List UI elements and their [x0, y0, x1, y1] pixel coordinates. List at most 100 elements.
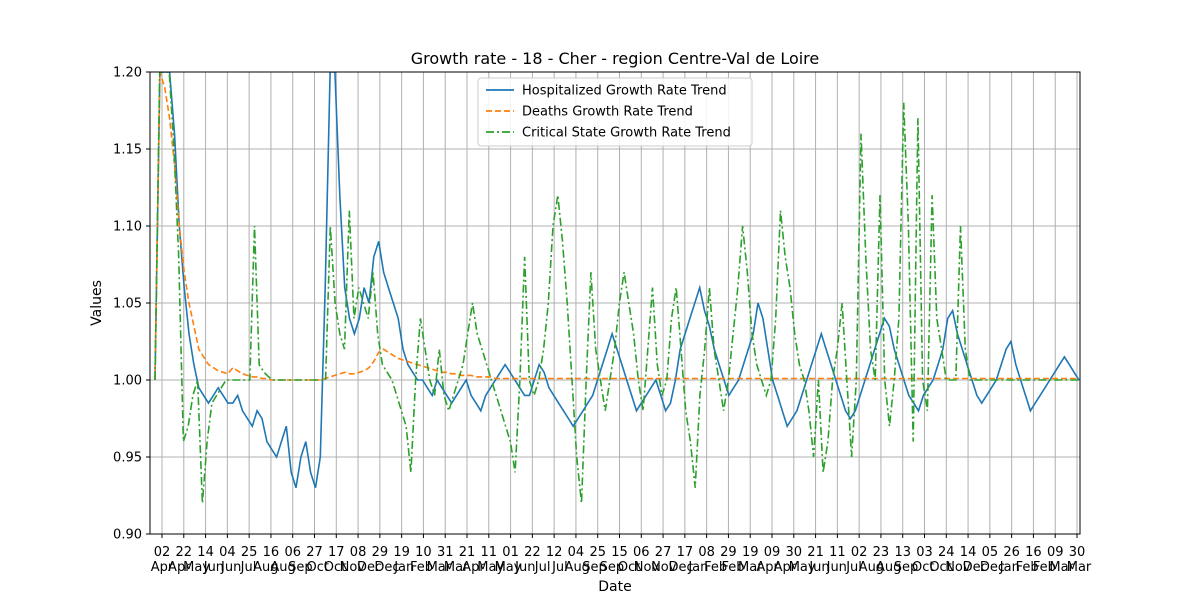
- series-layer: [154, 72, 1080, 504]
- x-tick-day-label: 10: [415, 545, 432, 560]
- x-tick-day-label: 02: [851, 545, 868, 560]
- x-tick-month-label: Jul: [551, 560, 568, 575]
- series-line-1: [154, 72, 1080, 489]
- x-tick-month-label: Jun: [826, 560, 847, 575]
- x-tick-day-label: 08: [350, 545, 367, 560]
- x-tick-day-label: 01: [502, 545, 519, 560]
- x-tick-day-label: 21: [807, 545, 824, 560]
- y-tick-label: 1.05: [113, 297, 142, 312]
- x-tick-day-label: 21: [459, 545, 476, 560]
- x-tick-day-label: 11: [829, 545, 846, 560]
- x-tick-day-label: 04: [219, 545, 236, 560]
- y-axis-label: Values: [89, 280, 105, 326]
- x-tick-day-label: 23: [873, 545, 890, 560]
- x-tick-day-label: 09: [1047, 545, 1064, 560]
- x-tick-month-label: Jun: [808, 560, 829, 575]
- x-tick-month-label: Dec: [980, 560, 1005, 575]
- series-line-2: [154, 72, 1079, 381]
- x-tick-day-label: 19: [742, 545, 759, 560]
- x-tick-day-label: 24: [938, 545, 955, 560]
- x-tick-month-label: Oct: [324, 560, 346, 575]
- x-tick-day-label: 31: [437, 545, 454, 560]
- x-tick-month-label: Oct: [618, 560, 640, 575]
- x-tick-day-label: 12: [546, 545, 563, 560]
- x-tick-month-label: May: [495, 560, 522, 575]
- y-tick-label: 0.90: [113, 528, 142, 543]
- x-tick-month-label: Apr: [462, 560, 485, 575]
- x-tick-month-label: Sep: [600, 560, 625, 575]
- legend-label: Critical State Growth Rate Trend: [522, 126, 731, 141]
- x-tick-month-label: May: [183, 560, 210, 575]
- legend-box: [477, 77, 753, 147]
- x-tick-month-label: Aug: [253, 560, 278, 575]
- x-tick-day-label: 19: [393, 545, 410, 560]
- x-tick-day-label: 14: [960, 545, 977, 560]
- x-tick-day-label: 06: [284, 545, 301, 560]
- x-tick-month-label: Feb: [410, 560, 433, 575]
- x-tick-month-label: May: [789, 560, 816, 575]
- x-tick-month-label: Sep: [582, 560, 607, 575]
- x-tick-month-label: Sep: [894, 560, 919, 575]
- x-tick-day-label: 17: [677, 545, 694, 560]
- x-tick-day-label: 06: [633, 545, 650, 560]
- x-tick-day-label: 08: [698, 545, 715, 560]
- x-tick-day-label: 22: [176, 545, 193, 560]
- x-tick-day-label: 15: [611, 545, 628, 560]
- x-tick-day-label: 03: [916, 545, 933, 560]
- x-tick-month-label: Nov: [340, 560, 366, 575]
- x-tick-month-label: Feb: [704, 560, 727, 575]
- x-tick-day-label: 09: [764, 545, 781, 560]
- y-tick-label: 1.15: [113, 143, 142, 158]
- x-tick-day-label: 25: [589, 545, 606, 560]
- x-tick-month-label: Dec: [668, 560, 693, 575]
- x-tick-month-label: Mar: [738, 560, 763, 575]
- x-tick-day-label: 30: [786, 545, 803, 560]
- x-tick-day-label: 26: [1003, 545, 1020, 560]
- x-tick-month-label: Feb: [721, 560, 744, 575]
- y-tick-label: 0.95: [113, 451, 142, 466]
- x-tick-day-label: 13: [894, 545, 911, 560]
- x-tick-month-label: Sep: [288, 560, 313, 575]
- x-tick-month-label: Oct: [306, 560, 328, 575]
- x-tick-day-label: 27: [655, 545, 672, 560]
- x-tick-month-label: Apr: [151, 560, 174, 575]
- x-tick-month-label: Jun: [514, 560, 535, 575]
- x-tick-month-label: Jul: [534, 560, 551, 575]
- y-tick-label: 1.10: [113, 220, 142, 235]
- x-tick-month-label: Feb: [1033, 560, 1056, 575]
- x-tick-month-label: Oct: [929, 560, 951, 575]
- x-tick-day-label: 16: [1025, 545, 1042, 560]
- x-axis-ticks: 02 22 14 04 25 16 06 27 17 08 29 19 10 31 21 11 01 22 12 04…: [151, 534, 1092, 575]
- x-tick-day-label: 30: [1069, 545, 1086, 560]
- x-tick-month-label: Aug: [859, 560, 884, 575]
- x-tick-day-label: 27: [306, 545, 323, 560]
- x-axis-label: Date: [598, 579, 631, 595]
- x-tick-month-label: Oct: [912, 560, 934, 575]
- x-tick-month-label: Mar: [1049, 560, 1074, 575]
- x-tick-month-label: Nov: [945, 560, 971, 575]
- x-tick-month-label: Mar: [1067, 560, 1092, 575]
- x-tick-month-label: Jun: [220, 560, 241, 575]
- x-tick-month-label: Jan: [393, 560, 414, 575]
- legend: Hospitalized Growth Rate Trend Deaths Gro…: [477, 77, 753, 147]
- legend-label: Deaths Growth Rate Trend: [522, 105, 693, 120]
- legend-label: Hospitalized Growth Rate Trend: [522, 84, 727, 99]
- x-tick-month-label: Aug: [565, 560, 590, 575]
- x-tick-month-label: Nov: [651, 560, 677, 575]
- x-tick-month-label: Apr: [774, 560, 797, 575]
- x-tick-day-label: 29: [720, 545, 737, 560]
- x-tick-month-label: Mar: [427, 560, 452, 575]
- x-tick-month-label: Jul: [845, 560, 862, 575]
- x-tick-day-label: 17: [328, 545, 345, 560]
- x-tick-day-label: 14: [197, 545, 214, 560]
- x-tick-month-label: Mar: [444, 560, 469, 575]
- y-tick-label: 1.20: [113, 66, 142, 81]
- x-tick-day-label: 04: [568, 545, 585, 560]
- x-tick-month-label: Jul: [240, 560, 257, 575]
- x-tick-month-label: Dec: [963, 560, 988, 575]
- x-tick-month-label: Dec: [357, 560, 382, 575]
- x-tick-day-label: 29: [372, 545, 389, 560]
- x-tick-day-label: 05: [982, 545, 999, 560]
